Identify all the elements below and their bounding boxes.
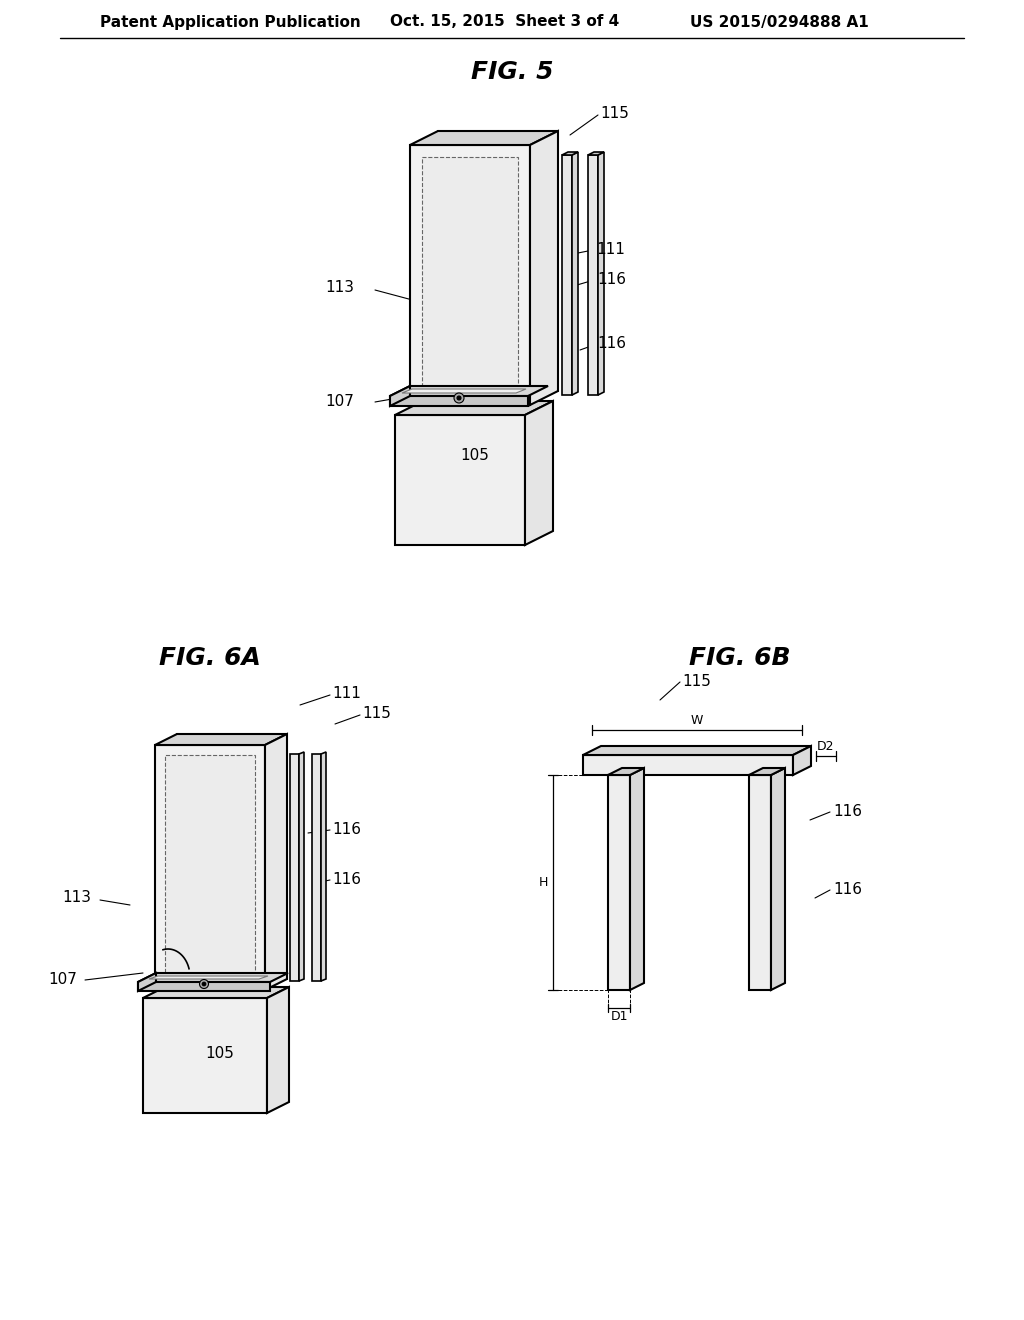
Text: 107: 107 — [325, 395, 354, 409]
Text: 105: 105 — [460, 449, 488, 463]
Text: 113: 113 — [325, 281, 354, 296]
Polygon shape — [390, 385, 548, 396]
Text: 115: 115 — [682, 673, 711, 689]
Polygon shape — [525, 401, 553, 545]
Polygon shape — [583, 746, 811, 755]
Polygon shape — [598, 152, 604, 395]
Text: 116: 116 — [833, 882, 862, 896]
Text: 116: 116 — [597, 272, 626, 286]
Polygon shape — [155, 734, 287, 744]
Polygon shape — [422, 157, 518, 393]
Polygon shape — [390, 385, 410, 407]
Polygon shape — [390, 396, 528, 407]
Text: 116: 116 — [332, 821, 361, 837]
Polygon shape — [155, 744, 265, 990]
Text: 116: 116 — [332, 871, 361, 887]
Polygon shape — [793, 746, 811, 775]
Polygon shape — [771, 768, 785, 990]
Text: Patent Application Publication: Patent Application Publication — [100, 15, 360, 29]
Text: FIG. 6B: FIG. 6B — [689, 645, 791, 671]
Polygon shape — [321, 752, 326, 981]
Polygon shape — [608, 768, 644, 775]
Polygon shape — [438, 131, 558, 391]
Text: 111: 111 — [596, 242, 625, 256]
Polygon shape — [608, 775, 630, 990]
Text: 111: 111 — [332, 686, 360, 701]
Text: W: W — [691, 714, 703, 727]
Polygon shape — [290, 754, 299, 981]
Polygon shape — [138, 973, 288, 982]
Polygon shape — [395, 401, 553, 414]
Polygon shape — [143, 987, 289, 998]
Text: H: H — [539, 876, 548, 890]
Polygon shape — [395, 414, 525, 545]
Circle shape — [457, 396, 461, 400]
Polygon shape — [562, 152, 578, 154]
Polygon shape — [265, 734, 287, 990]
Polygon shape — [410, 145, 530, 405]
Text: 107: 107 — [48, 973, 77, 987]
Polygon shape — [588, 154, 598, 395]
Polygon shape — [749, 768, 785, 775]
Text: 116: 116 — [833, 804, 862, 818]
Polygon shape — [138, 982, 270, 991]
Text: 115: 115 — [600, 107, 629, 121]
Polygon shape — [165, 755, 255, 979]
Polygon shape — [312, 754, 321, 981]
Polygon shape — [410, 131, 558, 145]
Polygon shape — [530, 131, 558, 405]
Polygon shape — [150, 975, 268, 979]
Text: Oct. 15, 2015  Sheet 3 of 4: Oct. 15, 2015 Sheet 3 of 4 — [390, 15, 620, 29]
Circle shape — [200, 979, 209, 989]
Text: 113: 113 — [62, 891, 91, 906]
Polygon shape — [583, 755, 793, 775]
Text: FIG. 6A: FIG. 6A — [159, 645, 261, 671]
Polygon shape — [143, 998, 267, 1113]
Circle shape — [454, 393, 464, 403]
Polygon shape — [630, 768, 644, 990]
Polygon shape — [299, 752, 304, 981]
Text: 105: 105 — [205, 1047, 233, 1061]
Text: 115: 115 — [362, 706, 391, 722]
Polygon shape — [749, 775, 771, 990]
Text: 116: 116 — [597, 337, 626, 351]
Text: D2: D2 — [817, 741, 835, 754]
Polygon shape — [267, 987, 289, 1113]
Polygon shape — [177, 734, 287, 979]
Polygon shape — [138, 973, 156, 991]
Polygon shape — [402, 389, 526, 393]
Text: FIG. 5: FIG. 5 — [471, 59, 553, 84]
Circle shape — [202, 982, 206, 986]
Polygon shape — [572, 152, 578, 395]
Text: D1: D1 — [610, 1010, 628, 1023]
Polygon shape — [562, 154, 572, 395]
Polygon shape — [588, 152, 604, 154]
Text: US 2015/0294888 A1: US 2015/0294888 A1 — [690, 15, 868, 29]
